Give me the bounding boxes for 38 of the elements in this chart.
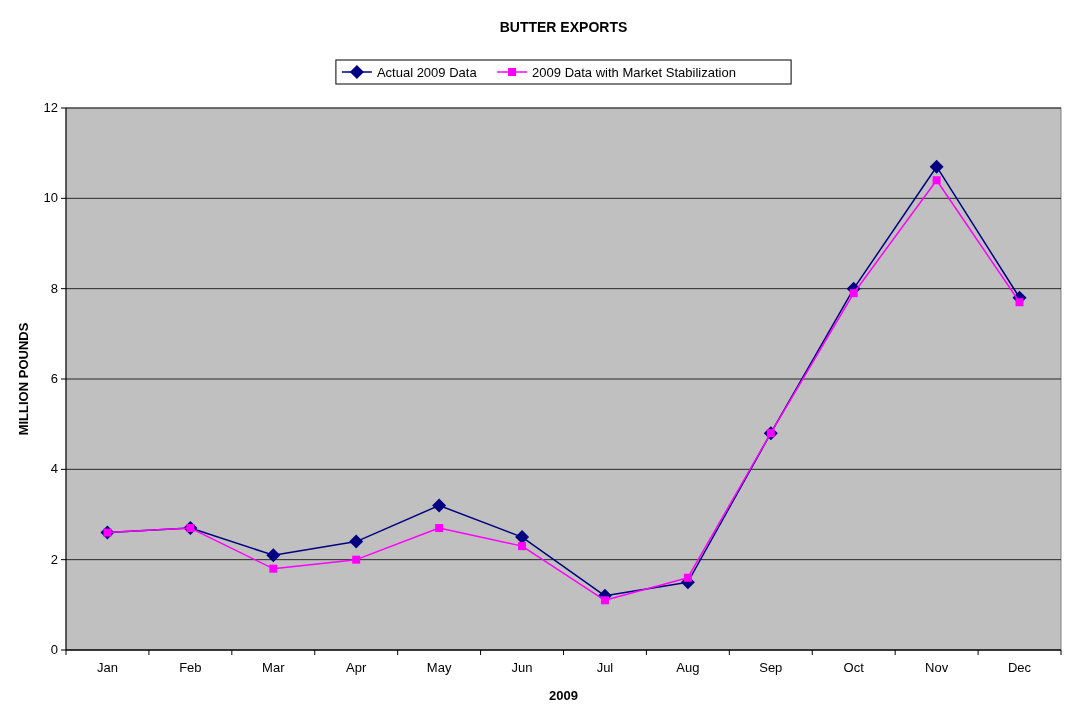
x-tick-label: Mar [262, 660, 286, 675]
x-tick-label: Oct [843, 660, 865, 675]
point [929, 159, 944, 174]
y-axis-title: MILLION POUNDS [16, 322, 31, 436]
x-tick-label: Jul [596, 660, 614, 675]
point [932, 176, 941, 185]
legend-label: 2009 Data with Market Stabilization [532, 65, 736, 80]
legend-label: Actual 2009 Data [376, 65, 478, 80]
point [518, 542, 527, 551]
point [1015, 298, 1024, 307]
point [515, 530, 530, 545]
y-tick-label: 6 [50, 371, 58, 386]
x-tick-label: Jun [511, 660, 533, 675]
point [683, 573, 692, 582]
point [266, 548, 281, 563]
x-tick-label: Dec [1007, 660, 1032, 675]
point [352, 555, 361, 564]
point [349, 534, 364, 549]
point [435, 524, 444, 533]
y-tick-label: 0 [50, 642, 58, 657]
y-tick-label: 4 [50, 461, 58, 477]
x-axis-title: 2009 [549, 688, 578, 703]
x-tick-label: Feb [179, 660, 202, 675]
x-tick-label: Aug [676, 660, 700, 675]
x-tick-label: Apr [346, 660, 367, 675]
x-tick-label: Nov [925, 660, 949, 675]
x-tick-label: Sep [759, 660, 783, 675]
x-tick-label: May [426, 660, 452, 675]
y-tick-label: 10 [43, 190, 58, 206]
y-tick-label: 8 [50, 280, 58, 296]
point [600, 596, 609, 605]
y-tick-label: 12 [43, 100, 58, 115]
point [432, 498, 447, 513]
point [269, 564, 278, 573]
y-tick-label: 2 [50, 551, 58, 567]
point [849, 289, 858, 298]
chart-title: BUTTER EXPORTS [499, 19, 628, 35]
x-tick-label: Jan [96, 660, 118, 675]
